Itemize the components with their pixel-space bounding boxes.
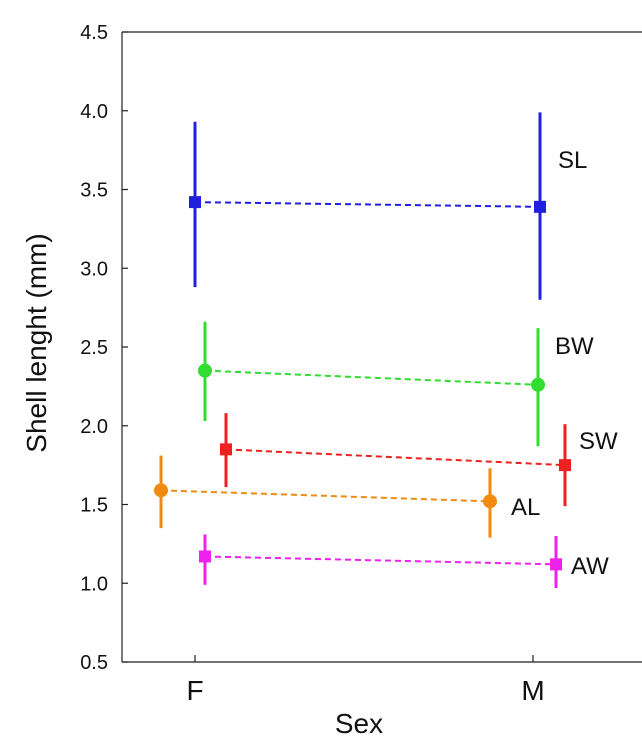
- y-tick-label: 0.5: [80, 652, 108, 674]
- data-point: [189, 196, 201, 209]
- y-tick-label: 4.0: [80, 101, 108, 123]
- x-tick-label: M: [521, 675, 544, 706]
- y-tick-label: 1.0: [80, 573, 108, 595]
- series-layer: SL BW SW AL AW: [154, 112, 618, 588]
- data-point: [534, 200, 546, 213]
- series-label: AL: [511, 494, 540, 521]
- y-axis-ticks: 0.5 1.0 1.5 2.0 2.5 3.0 3.5 4.0 4.5: [80, 22, 128, 674]
- series-label: SL: [558, 147, 587, 174]
- series-sw: SW: [220, 413, 618, 507]
- series-line: [225, 448, 566, 467]
- series-label: BW: [555, 333, 594, 360]
- series-line: [204, 555, 557, 566]
- series-line: [194, 201, 541, 208]
- series-aw: AW: [199, 534, 609, 588]
- y-tick-label: 3.5: [80, 180, 108, 202]
- series-line: [204, 369, 539, 386]
- series-line: [160, 489, 491, 503]
- data-point: [550, 558, 562, 571]
- y-axis-title: Shell lenght (mm): [21, 233, 52, 452]
- y-tick-label: 2.0: [80, 416, 108, 438]
- data-point: [531, 377, 545, 392]
- data-point: [199, 550, 211, 563]
- series-sl: SL: [189, 112, 587, 300]
- series-label: AW: [571, 553, 609, 580]
- data-point: [154, 483, 168, 498]
- data-point: [198, 363, 212, 378]
- data-point: [220, 443, 232, 456]
- series-label: SW: [579, 428, 618, 455]
- data-point: [559, 459, 571, 472]
- y-tick-label: 3.0: [80, 258, 108, 280]
- x-axis-title: Sex: [335, 708, 383, 739]
- x-tick-label: F: [186, 675, 203, 706]
- series-bw: BW: [198, 321, 594, 447]
- data-point: [483, 494, 497, 509]
- y-tick-label: 1.5: [80, 495, 108, 517]
- y-tick-label: 2.5: [80, 337, 108, 359]
- series-al: AL: [154, 455, 540, 538]
- y-tick-label: 4.5: [80, 22, 108, 44]
